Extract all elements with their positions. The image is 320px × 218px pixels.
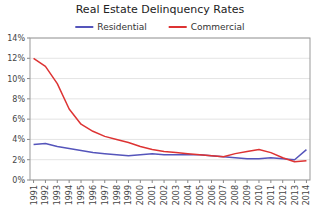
x-tick bbox=[152, 180, 153, 183]
grid-line bbox=[30, 139, 310, 140]
x-tick-label: 2004 bbox=[184, 185, 193, 205]
title: Real Estate Delinquency Rates bbox=[76, 3, 245, 16]
x-tick bbox=[187, 180, 188, 183]
grid-line bbox=[30, 78, 310, 79]
x-tick bbox=[258, 180, 259, 183]
x-tick bbox=[211, 180, 212, 183]
x-tick-label: 2011 bbox=[267, 185, 276, 205]
y-tick-label: 2% bbox=[12, 156, 25, 165]
x-tick bbox=[175, 180, 176, 183]
x-tick-label: 1991 bbox=[30, 185, 39, 205]
y-tick-label: 6% bbox=[12, 115, 25, 124]
x-tick-label: 2005 bbox=[196, 185, 205, 205]
x-tick-label: 1998 bbox=[113, 185, 122, 205]
x-tick bbox=[247, 180, 248, 183]
legend-label: Commercial bbox=[191, 22, 245, 32]
y-tick-label: 0% bbox=[12, 176, 25, 185]
x-tick bbox=[270, 180, 271, 183]
legend-label: Residential bbox=[97, 22, 147, 32]
x-tick-label: 2007 bbox=[219, 185, 228, 205]
x-tick-label: 1996 bbox=[89, 185, 98, 205]
x-tick-label: 2012 bbox=[279, 185, 288, 205]
x-tick bbox=[104, 180, 105, 183]
x-tick-label: 2006 bbox=[208, 185, 217, 205]
x-tick bbox=[164, 180, 165, 183]
x-tick-label: 2010 bbox=[255, 185, 264, 205]
x-tick-label: 1993 bbox=[53, 185, 62, 205]
x-tick-label: 1999 bbox=[124, 185, 133, 205]
x-tick-label: 2000 bbox=[136, 185, 145, 205]
x-tick bbox=[140, 180, 141, 183]
y-tick-label: 8% bbox=[12, 95, 25, 104]
x-tick bbox=[33, 180, 34, 183]
grid-line bbox=[30, 98, 310, 99]
x-axis: 1991199219931994199519961997199819992000… bbox=[30, 180, 312, 205]
y-tick-label: 14% bbox=[7, 34, 25, 43]
chart: Real Estate Delinquency Rates 0% 2% 4% 6% 8% 1… bbox=[0, 0, 320, 218]
x-tick-label: 1995 bbox=[77, 185, 86, 205]
x-tick bbox=[306, 180, 307, 183]
line bbox=[34, 58, 307, 161]
x-tick-label: 2013 bbox=[291, 185, 300, 205]
x-tick-label: 2014 bbox=[302, 185, 311, 205]
y-tick-label: 4% bbox=[12, 135, 25, 144]
x-tick-label: 2002 bbox=[160, 185, 169, 205]
x-tick bbox=[128, 180, 129, 183]
x-tick bbox=[199, 180, 200, 183]
x-tick bbox=[69, 180, 70, 183]
x-tick-label: 2008 bbox=[231, 185, 240, 205]
y-tick-label: 12% bbox=[7, 54, 25, 63]
x-tick bbox=[116, 180, 117, 183]
legend: Residential Commercial bbox=[75, 22, 244, 32]
plot-frame bbox=[30, 38, 310, 180]
grid-line bbox=[30, 58, 310, 59]
x-tick-label: 2003 bbox=[172, 185, 181, 205]
x-tick-label: 1994 bbox=[65, 185, 74, 205]
x-tick bbox=[282, 180, 283, 183]
grid-line bbox=[30, 159, 310, 160]
x-tick bbox=[223, 180, 224, 183]
grid-line bbox=[30, 119, 310, 120]
legend-swatch bbox=[169, 26, 187, 28]
y-tick-label: 10% bbox=[7, 75, 25, 84]
x-tick bbox=[57, 180, 58, 183]
legend-swatch bbox=[75, 26, 93, 28]
series-group bbox=[34, 58, 307, 161]
plot-area bbox=[30, 38, 310, 180]
x-tick bbox=[92, 180, 93, 183]
y-axis: 0% 2% 4% 6% 8% 10% 12% 14% bbox=[7, 34, 310, 185]
x-tick bbox=[45, 180, 46, 183]
x-tick-label: 1992 bbox=[41, 185, 50, 205]
x-tick bbox=[294, 180, 295, 183]
x-tick-label: 2009 bbox=[243, 185, 252, 205]
x-tick bbox=[81, 180, 82, 183]
x-tick-label: 1997 bbox=[101, 185, 110, 205]
x-tick bbox=[235, 180, 236, 183]
x-tick-label: 2001 bbox=[148, 185, 157, 205]
